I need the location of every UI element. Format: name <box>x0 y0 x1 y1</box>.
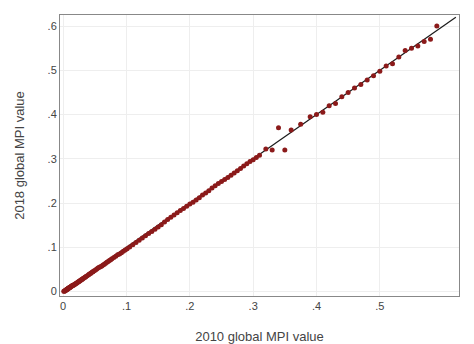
svg-text:.5: .5 <box>48 64 57 76</box>
svg-text:.4: .4 <box>312 300 321 312</box>
svg-text:2010 global MPI value: 2010 global MPI value <box>195 329 324 344</box>
svg-text:.6: .6 <box>48 20 57 32</box>
svg-text:0: 0 <box>60 300 66 312</box>
svg-text:.3: .3 <box>249 300 258 312</box>
svg-text:.2: .2 <box>48 197 57 209</box>
svg-text:.1: .1 <box>48 241 57 253</box>
svg-text:.2: .2 <box>185 300 194 312</box>
svg-text:0: 0 <box>51 285 57 297</box>
svg-text:.3: .3 <box>48 153 57 165</box>
svg-text:2018 global MPI value: 2018 global MPI value <box>12 91 27 220</box>
svg-text:.1: .1 <box>122 300 131 312</box>
svg-text:.5: .5 <box>375 300 384 312</box>
svg-text:.4: .4 <box>48 108 57 120</box>
